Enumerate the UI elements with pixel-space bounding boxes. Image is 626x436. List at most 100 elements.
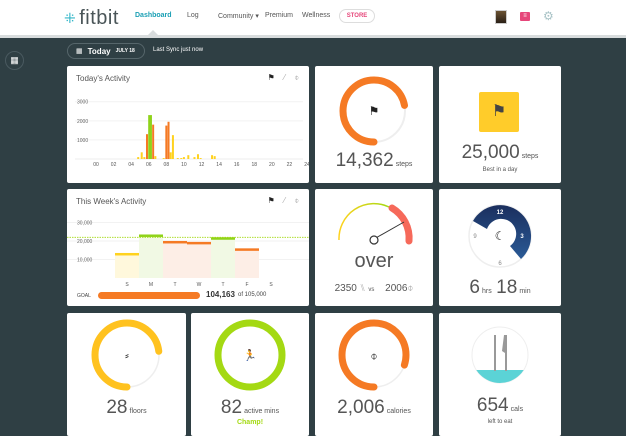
vs-label: vs bbox=[368, 287, 375, 293]
card-title: This Week's Activity bbox=[76, 197, 147, 206]
logo-text: fitbit bbox=[79, 7, 119, 29]
calories-unit: calories bbox=[386, 408, 411, 415]
x-tick-label: 18 bbox=[251, 162, 257, 168]
week-bar-cap bbox=[187, 241, 211, 245]
week-bar-cap bbox=[163, 240, 187, 244]
steps-icon[interactable]: ⚑ bbox=[267, 73, 275, 82]
activity-bar bbox=[140, 152, 143, 159]
nav-dashboard[interactable]: Dashboard bbox=[135, 12, 172, 19]
x-tick-label: 24 bbox=[304, 162, 309, 168]
week-bar-cap bbox=[139, 234, 163, 237]
steps-unit: steps bbox=[395, 161, 413, 168]
activity-bar bbox=[148, 115, 151, 159]
food-value: 654 bbox=[476, 395, 509, 416]
store-button[interactable]: STORE bbox=[339, 9, 375, 23]
top-nav: ⁜ fitbit Dashboard Log Community ▾ Premiu… bbox=[0, 0, 626, 35]
svg-text:6: 6 bbox=[498, 261, 502, 267]
activity-bar bbox=[193, 157, 196, 159]
day-label: S bbox=[269, 282, 273, 288]
footsteps-badge-icon: ⚑ bbox=[479, 92, 519, 132]
todays-activity-card[interactable]: Today's Activity ⚑ ⁄ ⌽ 1000 2000 3000 00 02 04 0… bbox=[67, 66, 309, 183]
date-picker-button[interactable]: ▦ Today JULY 18 bbox=[67, 43, 145, 59]
best-day-card[interactable]: ⚑ 25,000 steps Best in a day bbox=[439, 66, 561, 183]
food-card[interactable]: 654 cals left to eat bbox=[439, 313, 561, 436]
hours-unit: hrs bbox=[481, 288, 492, 295]
fork-knife-icon: ⑊ bbox=[356, 283, 369, 294]
activity-bar bbox=[171, 135, 174, 159]
calories-icon[interactable]: ⌽ bbox=[294, 73, 299, 82]
week-bar-cap bbox=[211, 237, 235, 240]
y-tick-label: 10,000 bbox=[77, 258, 93, 264]
fitbit-logo[interactable]: ⁜ fitbit bbox=[64, 7, 119, 30]
activity-bar bbox=[162, 158, 165, 159]
activity-bar bbox=[143, 157, 146, 159]
best-caption: Best in a day bbox=[482, 167, 518, 173]
activity-bar bbox=[213, 156, 216, 159]
calories-card[interactable]: ⌽ 2,006 calories bbox=[315, 313, 433, 436]
weeks-activity-card[interactable]: This Week's Activity ⚑ ⁄ ⌽ 10,000 20,000 30,… bbox=[67, 189, 309, 306]
stairs-icon: ⸗ bbox=[125, 350, 129, 362]
calories-icon[interactable]: ⌽ bbox=[294, 196, 299, 205]
week-bar-cap bbox=[115, 252, 139, 256]
activity-bar bbox=[149, 115, 152, 159]
flame-icon: ⌽ bbox=[407, 283, 414, 294]
x-tick-label: 16 bbox=[234, 162, 240, 168]
svg-text:12: 12 bbox=[497, 210, 504, 216]
date-label: JULY 18 bbox=[115, 48, 135, 54]
activity-bar bbox=[152, 124, 155, 159]
food-unit: cals bbox=[510, 406, 524, 413]
goal-progress-bar bbox=[98, 292, 200, 299]
footsteps-icon: ⚑ bbox=[369, 104, 380, 118]
card-title: Today's Activity bbox=[76, 74, 130, 83]
week-bar bbox=[163, 241, 187, 278]
calorie-gauge bbox=[338, 202, 413, 245]
steps-icon[interactable]: ⚑ bbox=[267, 196, 275, 205]
active-value: 82 bbox=[220, 397, 243, 418]
x-tick-label: 14 bbox=[216, 162, 222, 168]
x-tick-label: 08 bbox=[164, 162, 170, 168]
active-ring: 🏃 bbox=[214, 319, 286, 391]
distance-icon[interactable]: ⁄ bbox=[283, 196, 286, 205]
activity-bar bbox=[211, 155, 214, 159]
calendar-icon: ▦ bbox=[76, 48, 83, 55]
sleep-clock: 12 3 6 9 ☾ bbox=[468, 204, 532, 268]
nav-community[interactable]: Community ▾ bbox=[218, 13, 259, 20]
nav-wellness[interactable]: Wellness bbox=[302, 12, 331, 19]
nav-premium[interactable]: Premium bbox=[265, 12, 294, 19]
today-label: Today bbox=[87, 46, 111, 56]
y-tick-label: 1000 bbox=[77, 138, 88, 144]
calorie-balance-card[interactable]: over 2350 ⑊ vs 2006⌽ bbox=[315, 189, 433, 306]
champ-label: Champ! bbox=[236, 419, 264, 426]
food-caption: left to eat bbox=[487, 419, 513, 425]
goal-total: of 105,000 bbox=[238, 292, 267, 298]
sleep-card[interactable]: 12 3 6 9 ☾ 6 hrs 18 min bbox=[439, 189, 561, 306]
distance-icon[interactable]: ⁄ bbox=[283, 73, 286, 82]
header-divider bbox=[0, 35, 626, 38]
grid-menu-icon[interactable]: ▦ bbox=[5, 51, 24, 70]
steps-card[interactable]: ⚑ 14,362 steps bbox=[315, 66, 433, 183]
week-bar bbox=[211, 238, 235, 278]
goal-label: GOAL bbox=[77, 293, 91, 299]
active-minutes-card[interactable]: 🏃 82 active mins Champ! bbox=[191, 313, 309, 436]
food-plate bbox=[471, 326, 529, 384]
best-value: 25,000 bbox=[461, 142, 520, 163]
x-tick-label: 12 bbox=[199, 162, 205, 168]
nav-log[interactable]: Log bbox=[187, 12, 199, 19]
messages-icon[interactable]: ≡ bbox=[520, 12, 530, 21]
goal-value: 104,163 bbox=[206, 290, 235, 299]
avatar[interactable] bbox=[495, 10, 507, 24]
floors-ring: ⸗ bbox=[91, 319, 163, 391]
floors-unit: floors bbox=[129, 408, 147, 415]
activity-bar bbox=[167, 121, 170, 159]
floors-card[interactable]: ⸗ 28 floors bbox=[67, 313, 186, 436]
activity-bar bbox=[176, 158, 179, 159]
minutes-unit: min bbox=[519, 288, 531, 295]
x-tick-label: 02 bbox=[111, 162, 117, 168]
calories-value: 2,006 bbox=[337, 397, 385, 418]
y-tick-label: 3000 bbox=[77, 100, 88, 106]
gear-icon[interactable]: ⚙ bbox=[543, 9, 554, 23]
day-label: W bbox=[197, 282, 202, 288]
sleep-hours: 6 bbox=[469, 277, 480, 298]
x-tick-label: 20 bbox=[269, 162, 275, 168]
floors-value: 28 bbox=[106, 397, 128, 418]
